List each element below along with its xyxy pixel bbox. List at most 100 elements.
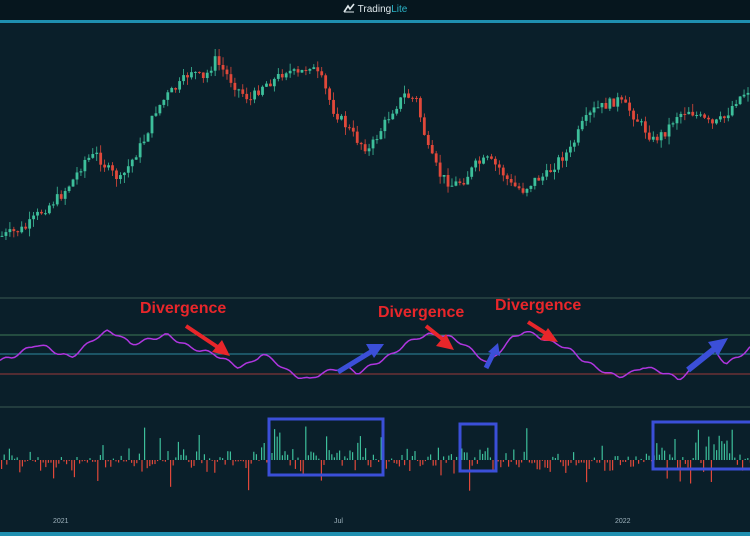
candle-body: [513, 182, 517, 187]
volume-delta-bar: [305, 426, 307, 460]
candle-body: [565, 152, 568, 161]
volume-delta-bar: [94, 460, 96, 462]
volume-delta-bar: [492, 460, 494, 470]
volume-delta-bar: [89, 458, 91, 460]
volume-delta-bar: [479, 449, 481, 460]
candle-body: [640, 121, 643, 123]
brand: TradingLite: [0, 3, 750, 15]
volume-delta-bar: [448, 455, 450, 460]
oscillator-line: [0, 329, 750, 381]
chart-canvas[interactable]: [0, 23, 750, 531]
volume-delta-bar: [14, 458, 16, 460]
volume-delta-bar: [411, 455, 413, 460]
candle-body: [486, 156, 489, 158]
volume-delta-bar: [500, 460, 502, 468]
candle-body: [521, 188, 525, 193]
candle-body: [655, 136, 659, 141]
candle-body: [557, 157, 560, 170]
volume-delta-bar: [289, 460, 291, 466]
candle-body: [4, 232, 8, 236]
candle-body: [663, 132, 667, 137]
volume-delta-bar: [596, 460, 598, 463]
candle-body: [509, 178, 513, 183]
volume-delta-bar: [318, 458, 320, 460]
volume-delta-bar: [60, 457, 62, 460]
volume-delta-bar: [656, 443, 658, 460]
candle-body: [450, 185, 454, 187]
volume-delta-bar: [66, 460, 68, 465]
candle-body: [679, 113, 683, 118]
candle-body: [59, 194, 63, 199]
volume-delta-bar: [159, 438, 161, 460]
candle-body: [422, 117, 426, 135]
volume-delta-bar: [489, 457, 491, 460]
volume-delta-bar: [11, 455, 13, 460]
volume-delta-bar: [76, 457, 78, 460]
candle-body: [201, 72, 205, 79]
volume-delta-bar: [456, 456, 458, 460]
volume-delta-bar: [175, 457, 177, 460]
candle-body: [474, 160, 478, 168]
volume-delta-bar: [336, 452, 338, 460]
candle-body: [296, 69, 300, 73]
volume-delta-bar: [661, 447, 663, 460]
volume-delta-bar: [55, 460, 57, 468]
candle-body: [667, 124, 671, 137]
volume-delta-bar: [612, 460, 614, 471]
volume-delta-bar: [222, 458, 224, 460]
brand-prefix: Trading: [357, 4, 392, 15]
volume-delta-bar: [677, 460, 679, 469]
candle-body: [482, 157, 485, 164]
candle-body: [340, 115, 343, 120]
candle-body: [501, 167, 505, 176]
volume-delta-bar: [515, 460, 517, 465]
volume-delta-bar: [744, 458, 746, 460]
candle-body: [442, 175, 446, 177]
volume-delta-bar: [409, 460, 411, 471]
candle-body: [584, 115, 588, 121]
candle-body: [24, 226, 28, 229]
volume-delta-bar: [219, 457, 221, 460]
volume-delta-bar: [71, 460, 73, 471]
volume-delta-bar: [617, 456, 619, 460]
volume-delta-bar: [242, 460, 244, 462]
candle-body: [63, 191, 67, 199]
volume-delta-bar: [632, 460, 634, 467]
volume-delta-bar: [323, 460, 325, 465]
volume-delta-bar: [583, 460, 585, 463]
volume-delta-bar: [396, 460, 398, 464]
volume-delta-bar: [42, 460, 44, 463]
divergence-label-2: Divergence: [378, 304, 465, 321]
candle-body: [415, 97, 418, 99]
volume-delta-bar: [274, 429, 276, 460]
volume-delta-bar: [170, 460, 172, 487]
candle-body: [174, 88, 178, 90]
volume-delta-bar: [276, 436, 278, 460]
candle-body: [324, 75, 328, 89]
volume-delta-bar: [578, 460, 580, 464]
candle-body: [545, 170, 549, 177]
candle-body: [466, 176, 470, 185]
volume-delta-bar: [601, 445, 603, 460]
volume-delta-bar: [419, 460, 421, 467]
volume-delta-bars: [1, 426, 750, 491]
volume-delta-bar: [380, 437, 382, 460]
volume-delta-bar: [118, 460, 120, 463]
candle-body: [272, 78, 276, 87]
volume-delta-bar: [248, 460, 250, 491]
volume-delta-bar: [705, 446, 707, 460]
candle-body: [44, 213, 47, 215]
candle-body: [20, 226, 24, 233]
candle-body: [209, 70, 213, 73]
volume-delta-bar: [635, 456, 637, 460]
volume-delta-bar: [346, 458, 348, 460]
divergence-arrows: [184, 320, 728, 375]
volume-delta-bar: [151, 460, 153, 465]
volume-delta-bar: [378, 460, 380, 463]
volume-delta-bar: [79, 460, 81, 464]
candle-body: [115, 170, 118, 180]
candle-body: [40, 211, 43, 214]
candle-body: [79, 171, 83, 173]
volume-delta-bar: [190, 460, 192, 468]
candle-body: [395, 108, 399, 114]
